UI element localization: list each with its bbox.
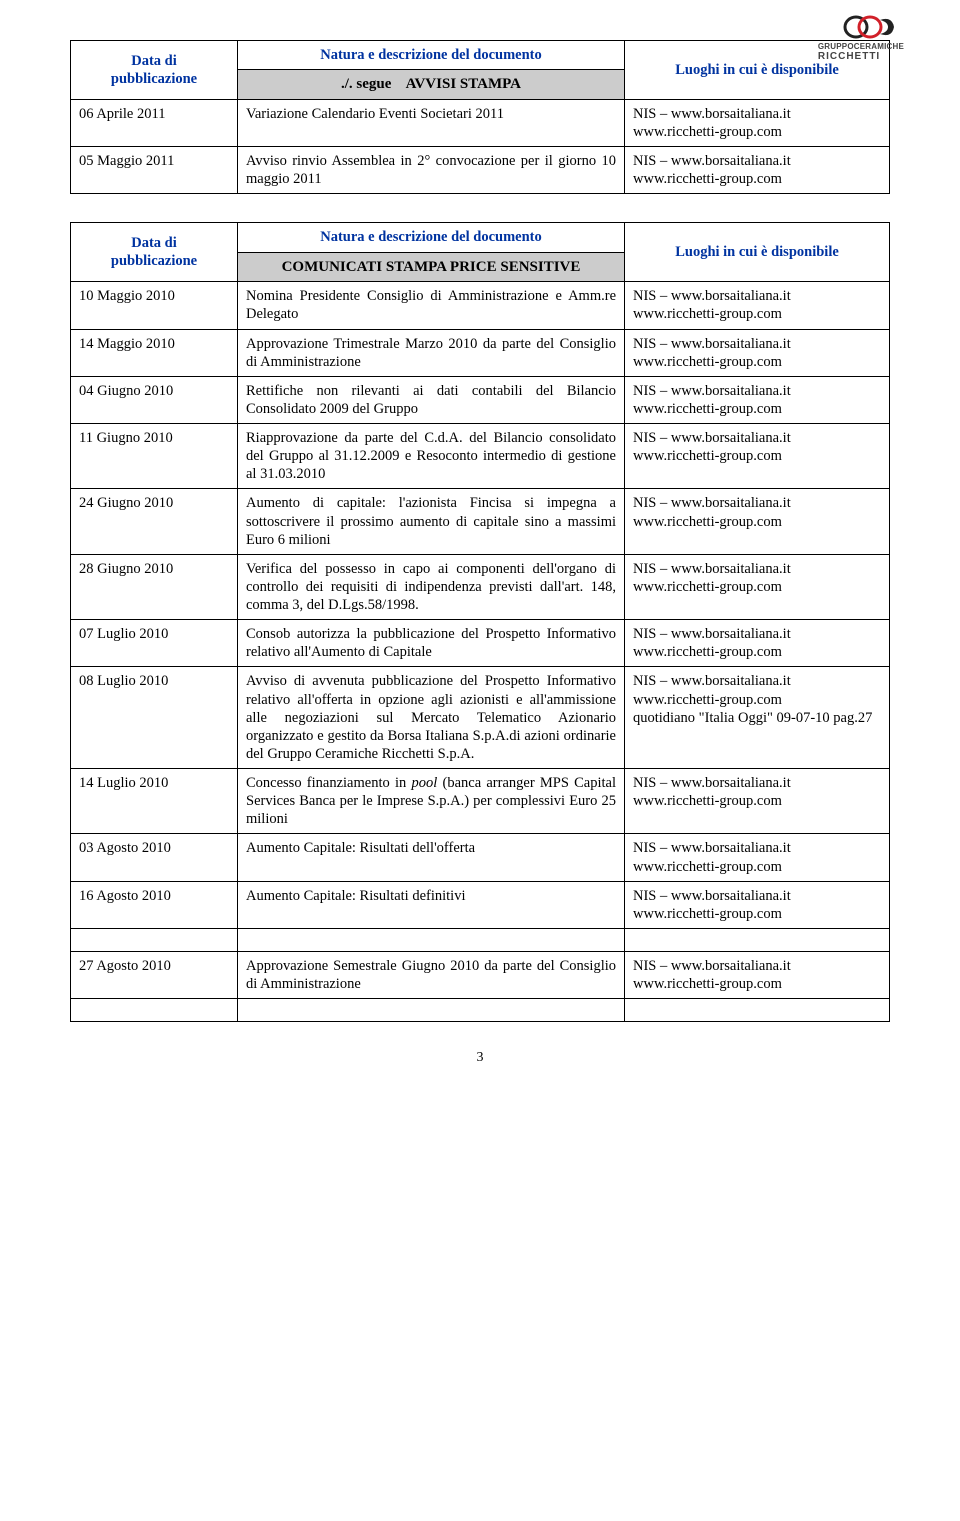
cell-desc: Aumento di capitale: l'azionista Fincisa… [238,489,625,554]
page-number: 3 [70,1050,890,1066]
cell-desc: Variazione Calendario Eventi Societari 2… [238,99,625,146]
table-row: 28 Giugno 2010Verifica del possesso in c… [71,554,890,619]
cell-desc: Riapprovazione da parte del C.d.A. del B… [238,424,625,489]
cell-date: 05 Maggio 2011 [71,147,238,194]
table-row: 24 Giugno 2010Aumento di capitale: l'azi… [71,489,890,554]
cell-date: 08 Luglio 2010 [71,667,238,769]
cell-desc: Avviso di avvenuta pubblicazione del Pro… [238,667,625,769]
table-row: 14 Maggio 2010Approvazione Trimestrale M… [71,329,890,376]
cell-date: 16 Agosto 2010 [71,881,238,928]
cell-loc: NIS – www.borsaitaliana.it www.ricchetti… [625,376,890,423]
hdr-loc-2: Luoghi in cui è disponibile [625,223,890,282]
cell-date: 07 Luglio 2010 [71,620,238,667]
cell-loc: NIS – www.borsaitaliana.it www.ricchetti… [625,620,890,667]
table-row: 07 Luglio 2010Consob autorizza la pubbli… [71,620,890,667]
cell-date: 28 Giugno 2010 [71,554,238,619]
cell-desc: Aumento Capitale: Risultati dell'offerta [238,834,625,881]
table-row: 10 Maggio 2010Nomina Presidente Consigli… [71,282,890,329]
hdr-date-2: Data di pubblicazione [71,223,238,282]
table-avvisi-stampa: Data di pubblicazione Natura e descrizio… [70,40,890,194]
section-title-comunicati: COMUNICATI STAMPA PRICE SENSITIVE [238,252,625,282]
cell-loc: NIS – www.borsaitaliana.it www.ricchetti… [625,951,890,998]
cell-loc: NIS – www.borsaitaliana.it www.ricchetti… [625,282,890,329]
table-row: 03 Agosto 2010Aumento Capitale: Risultat… [71,834,890,881]
table-row: 27 Agosto 2010Approvazione Semestrale Gi… [71,951,890,998]
cell-date: 24 Giugno 2010 [71,489,238,554]
brand-logo: GRUPPOCERAMICHE RICCHETTI [818,14,904,62]
cell-loc: NIS – www.borsaitaliana.it www.ricchetti… [625,329,890,376]
cell-date: 10 Maggio 2010 [71,282,238,329]
cell-loc: NIS – www.borsaitaliana.it www.ricchetti… [625,424,890,489]
cell-date: 11 Giugno 2010 [71,424,238,489]
cell-loc: NIS – www.borsaitaliana.it www.ricchetti… [625,554,890,619]
hdr-date: Data di pubblicazione [71,41,238,100]
cell-desc: Rettifiche non rilevanti ai dati contabi… [238,376,625,423]
cell-date: 14 Maggio 2010 [71,329,238,376]
table-row: 08 Luglio 2010Avviso di avvenuta pubblic… [71,667,890,769]
cell-loc: NIS – www.borsaitaliana.it www.ricchetti… [625,667,890,769]
cell-loc: NIS – www.borsaitaliana.it www.ricchetti… [625,769,890,834]
table-row: 05 Maggio 2011Avviso rinvio Assemblea in… [71,147,890,194]
table-row: 11 Giugno 2010Riapprovazione da parte de… [71,424,890,489]
cell-desc: Avviso rinvio Assemblea in 2° convocazio… [238,147,625,194]
cell-desc: Consob autorizza la pubblicazione del Pr… [238,620,625,667]
cell-loc: NIS – www.borsaitaliana.it www.ricchetti… [625,489,890,554]
cell-date: 06 Aprile 2011 [71,99,238,146]
cell-date: 27 Agosto 2010 [71,951,238,998]
cell-desc: Verifica del possesso in capo ai compone… [238,554,625,619]
cell-date: 14 Luglio 2010 [71,769,238,834]
section-title-avvisi: ./. segue AVVISI STAMPA [238,70,625,100]
empty-row-2 [71,999,890,1022]
cell-desc: Concesso finanziamento in pool (banca ar… [238,769,625,834]
table-row: 04 Giugno 2010Rettifiche non rilevanti a… [71,376,890,423]
table-row: 16 Agosto 2010Aumento Capitale: Risultat… [71,881,890,928]
cell-desc: Approvazione Semestrale Giugno 2010 da p… [238,951,625,998]
cell-loc: NIS – www.borsaitaliana.it www.ricchetti… [625,147,890,194]
cell-desc: Aumento Capitale: Risultati definitivi [238,881,625,928]
table-row: 06 Aprile 2011Variazione Calendario Even… [71,99,890,146]
hdr-desc: Natura e descrizione del documento [238,41,625,70]
table-row: 14 Luglio 2010Concesso finanziamento in … [71,769,890,834]
cell-loc: NIS – www.borsaitaliana.it www.ricchetti… [625,881,890,928]
cell-date: 03 Agosto 2010 [71,834,238,881]
empty-row [71,928,890,951]
cell-loc: NIS – www.borsaitaliana.it www.ricchetti… [625,834,890,881]
brand-text: GRUPPOCERAMICHE RICCHETTI [818,42,904,62]
hdr-desc-2: Natura e descrizione del documento [238,223,625,252]
cell-desc: Nomina Presidente Consiglio di Amministr… [238,282,625,329]
cell-loc: NIS – www.borsaitaliana.it www.ricchetti… [625,99,890,146]
cell-date: 04 Giugno 2010 [71,376,238,423]
table-comunicati-stampa: Data di pubblicazione Natura e descrizio… [70,222,890,1022]
cell-desc: Approvazione Trimestrale Marzo 2010 da p… [238,329,625,376]
